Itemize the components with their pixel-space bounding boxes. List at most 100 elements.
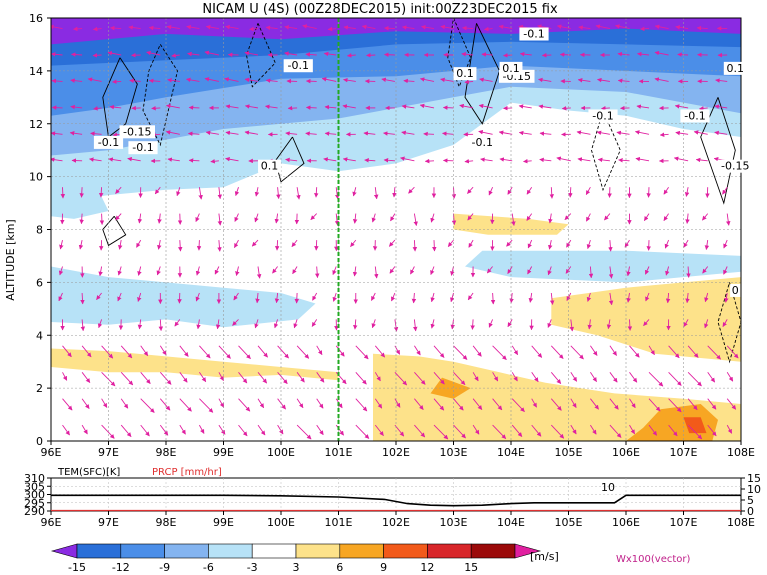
contour-label: -0.15 [721,160,749,173]
wind-vector [171,53,180,58]
y-tick-label: 2 [36,382,43,395]
wind-vector [401,104,415,109]
wind-vector [296,187,301,200]
wind-vector [195,213,200,223]
wind-vector [648,345,655,356]
wind-vector [714,104,728,109]
contour-label-bg [499,61,523,75]
wind-vector [186,24,200,30]
colorbar-box [295,543,341,559]
contour-label-bg [453,67,477,81]
wind-vector [390,213,396,222]
wind-vector [722,186,728,195]
wind-vector [99,213,105,225]
temperature-legend: TEM(SFC)[K] [57,467,120,478]
panel-x-tick-label: 106E [612,516,640,529]
wind-vector [158,319,164,332]
wind-vector [479,77,493,83]
colorbar-label: -15 [68,561,86,574]
wind-vector [257,398,265,409]
wind-vector [675,130,689,136]
wind-vector [714,130,728,136]
wind-vector [693,130,708,135]
wind-vector [726,372,734,382]
x-tick-label: 104E [497,446,525,459]
wind-vector [430,319,435,329]
wind-vector [595,24,610,30]
contour-label: 0.1 [727,62,745,75]
wind-vector [578,25,591,30]
grid-lines [51,18,741,441]
wind-vector [430,213,435,223]
wind-vector [547,266,552,276]
wind-vector [639,26,650,32]
wind-vector [101,345,114,359]
wind-vector [565,266,572,274]
wind-vector [334,187,340,200]
wind-vector [391,292,396,302]
colorbar-label: 6 [336,561,343,574]
wind-vector [585,186,591,195]
wind-vector [617,78,630,84]
wind-vector [723,266,728,275]
wind-vector [635,156,650,162]
wind-vector [51,52,63,57]
wind-vector [62,424,70,436]
wind-vector [636,104,650,109]
wind-vector [254,187,260,197]
wind-vector [137,292,142,302]
panel-x-tick-label: 108E [727,516,755,529]
shade-lower-minus3 [51,266,316,328]
wind-vector [616,130,630,136]
wind-vector [433,398,445,411]
wind-vector [568,187,573,198]
wind-vector [272,266,278,274]
wind-vector [274,240,280,251]
wind-vector [615,24,630,30]
wind-vector [352,266,358,277]
wind-vector [187,51,200,57]
contour-line-7 [246,23,276,88]
wind-vector [550,398,562,411]
wind-vector [412,240,418,252]
panel-x-tick-label: 107E [670,516,698,529]
colorbar-label: -6 [203,561,214,574]
wind-vector [627,319,633,331]
contour-label-bg [128,141,158,155]
colorbar-box [427,543,472,559]
colorbar-label: 12 [420,561,434,574]
wind-vector [659,132,669,137]
colorbar-low-arrow [50,543,78,559]
wind-vector [383,131,395,136]
colorbar-label: -3 [247,561,258,574]
panel-left-tick-label: 300 [24,489,45,502]
wind-vector [654,77,669,82]
wind-vector [726,398,737,410]
wind-vector [626,266,631,277]
wind-vector [296,398,304,409]
wind-vector [118,240,123,250]
wind-vector [234,213,239,222]
wind-vector [80,319,86,332]
wind-vector [519,51,532,57]
wind-vector [570,398,577,408]
x-tick-label: 99E [213,446,234,459]
wind-vector [507,266,513,274]
wind-vector [78,240,84,250]
wind-vector [225,130,239,136]
wind-vector [129,78,141,84]
panel-x-tick-label: 101E [325,516,353,529]
wind-vector [459,103,474,109]
wind-vector [195,266,201,276]
wind-vector [165,130,180,135]
wind-vector [531,372,539,383]
x-tick-label: 98E [156,446,177,459]
wind-vector [684,187,690,197]
wind-vector [137,266,142,276]
wind-vector [195,292,200,302]
wind-vector [424,158,435,164]
panel-x-tick-label: 97E [98,516,119,529]
wind-vector [128,25,141,30]
wind-vector [235,266,240,276]
